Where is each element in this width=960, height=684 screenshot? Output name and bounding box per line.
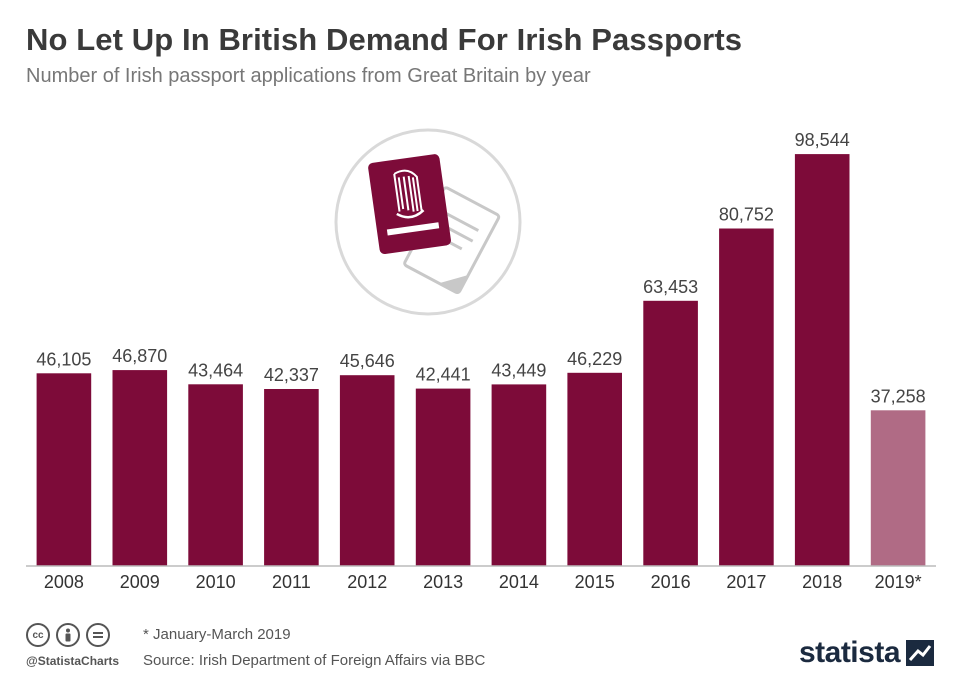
statista-mark-icon [906, 640, 934, 666]
statista-logo: statista [799, 636, 934, 670]
cc-icon: cc [26, 623, 50, 647]
bar-2010 [188, 384, 243, 566]
social-handle: @StatistaCharts [26, 654, 120, 668]
bar-value-label: 42,441 [416, 365, 471, 385]
x-tick-label: 2016 [651, 572, 691, 592]
license-icons: cc [26, 623, 110, 647]
bar-2018 [794, 154, 850, 566]
chart-subtitle: Number of Irish passport applications fr… [26, 65, 591, 87]
footnote: * January-March 2019 [143, 626, 291, 643]
bar-2015 [567, 372, 622, 566]
bar-2008 [36, 373, 92, 566]
bar-2017 [719, 228, 774, 566]
bars-group: 46,105 46,870 43,464 42,337 45,646 42,441 43,4… [36, 130, 926, 566]
x-tick-label: 2012 [347, 572, 387, 592]
bar-value-label: 37,258 [871, 386, 926, 406]
x-tick-label: 2013 [423, 572, 463, 592]
brand-name: statista [798, 636, 901, 669]
no-derivatives-icon [86, 623, 110, 647]
bar-value-label: 43,464 [188, 360, 243, 380]
attribution-icon [56, 623, 80, 647]
bar-2011 [264, 389, 319, 566]
bar-2016 [643, 300, 698, 566]
bar-value-label: 46,105 [36, 349, 91, 369]
x-tick-label: 2009 [120, 572, 160, 592]
bar-value-label: 46,229 [567, 349, 622, 369]
bar-2009 [112, 370, 168, 566]
bar-value-label: 80,752 [719, 205, 774, 225]
bar-2019 [870, 410, 926, 566]
bar-2012 [339, 375, 395, 566]
x-tick-label: 2008 [44, 572, 84, 592]
bar-value-label: 98,544 [795, 130, 850, 150]
x-tick-label: 2018 [802, 572, 842, 592]
x-tick-label: 2011 [272, 572, 311, 592]
x-tick-label: 2014 [499, 572, 539, 592]
x-tick-label: 2015 [575, 572, 615, 592]
bar-value-label: 42,337 [264, 365, 319, 385]
bar-value-label: 45,646 [340, 351, 395, 371]
bar-2014 [491, 384, 547, 566]
bar-value-label: 43,449 [491, 360, 546, 380]
irish-passport-harp-icon [368, 154, 451, 255]
bar-value-label: 63,453 [643, 277, 698, 297]
source-note: Source: Irish Department of Foreign Affa… [143, 652, 486, 669]
chart-title: No Let Up In British Demand For Irish Pa… [26, 22, 743, 57]
x-tick-label: 2019* [875, 572, 922, 592]
bar-2013 [415, 388, 471, 566]
x-tick-label: 2010 [196, 572, 236, 592]
passport-illustration [334, 128, 522, 316]
x-axis-ticks: 2008 2009 2010 2011 2012 2013 2014 2015 2016 2017… [44, 572, 922, 592]
x-tick-label: 2017 [726, 572, 766, 592]
bar-value-label: 46,870 [112, 346, 167, 366]
